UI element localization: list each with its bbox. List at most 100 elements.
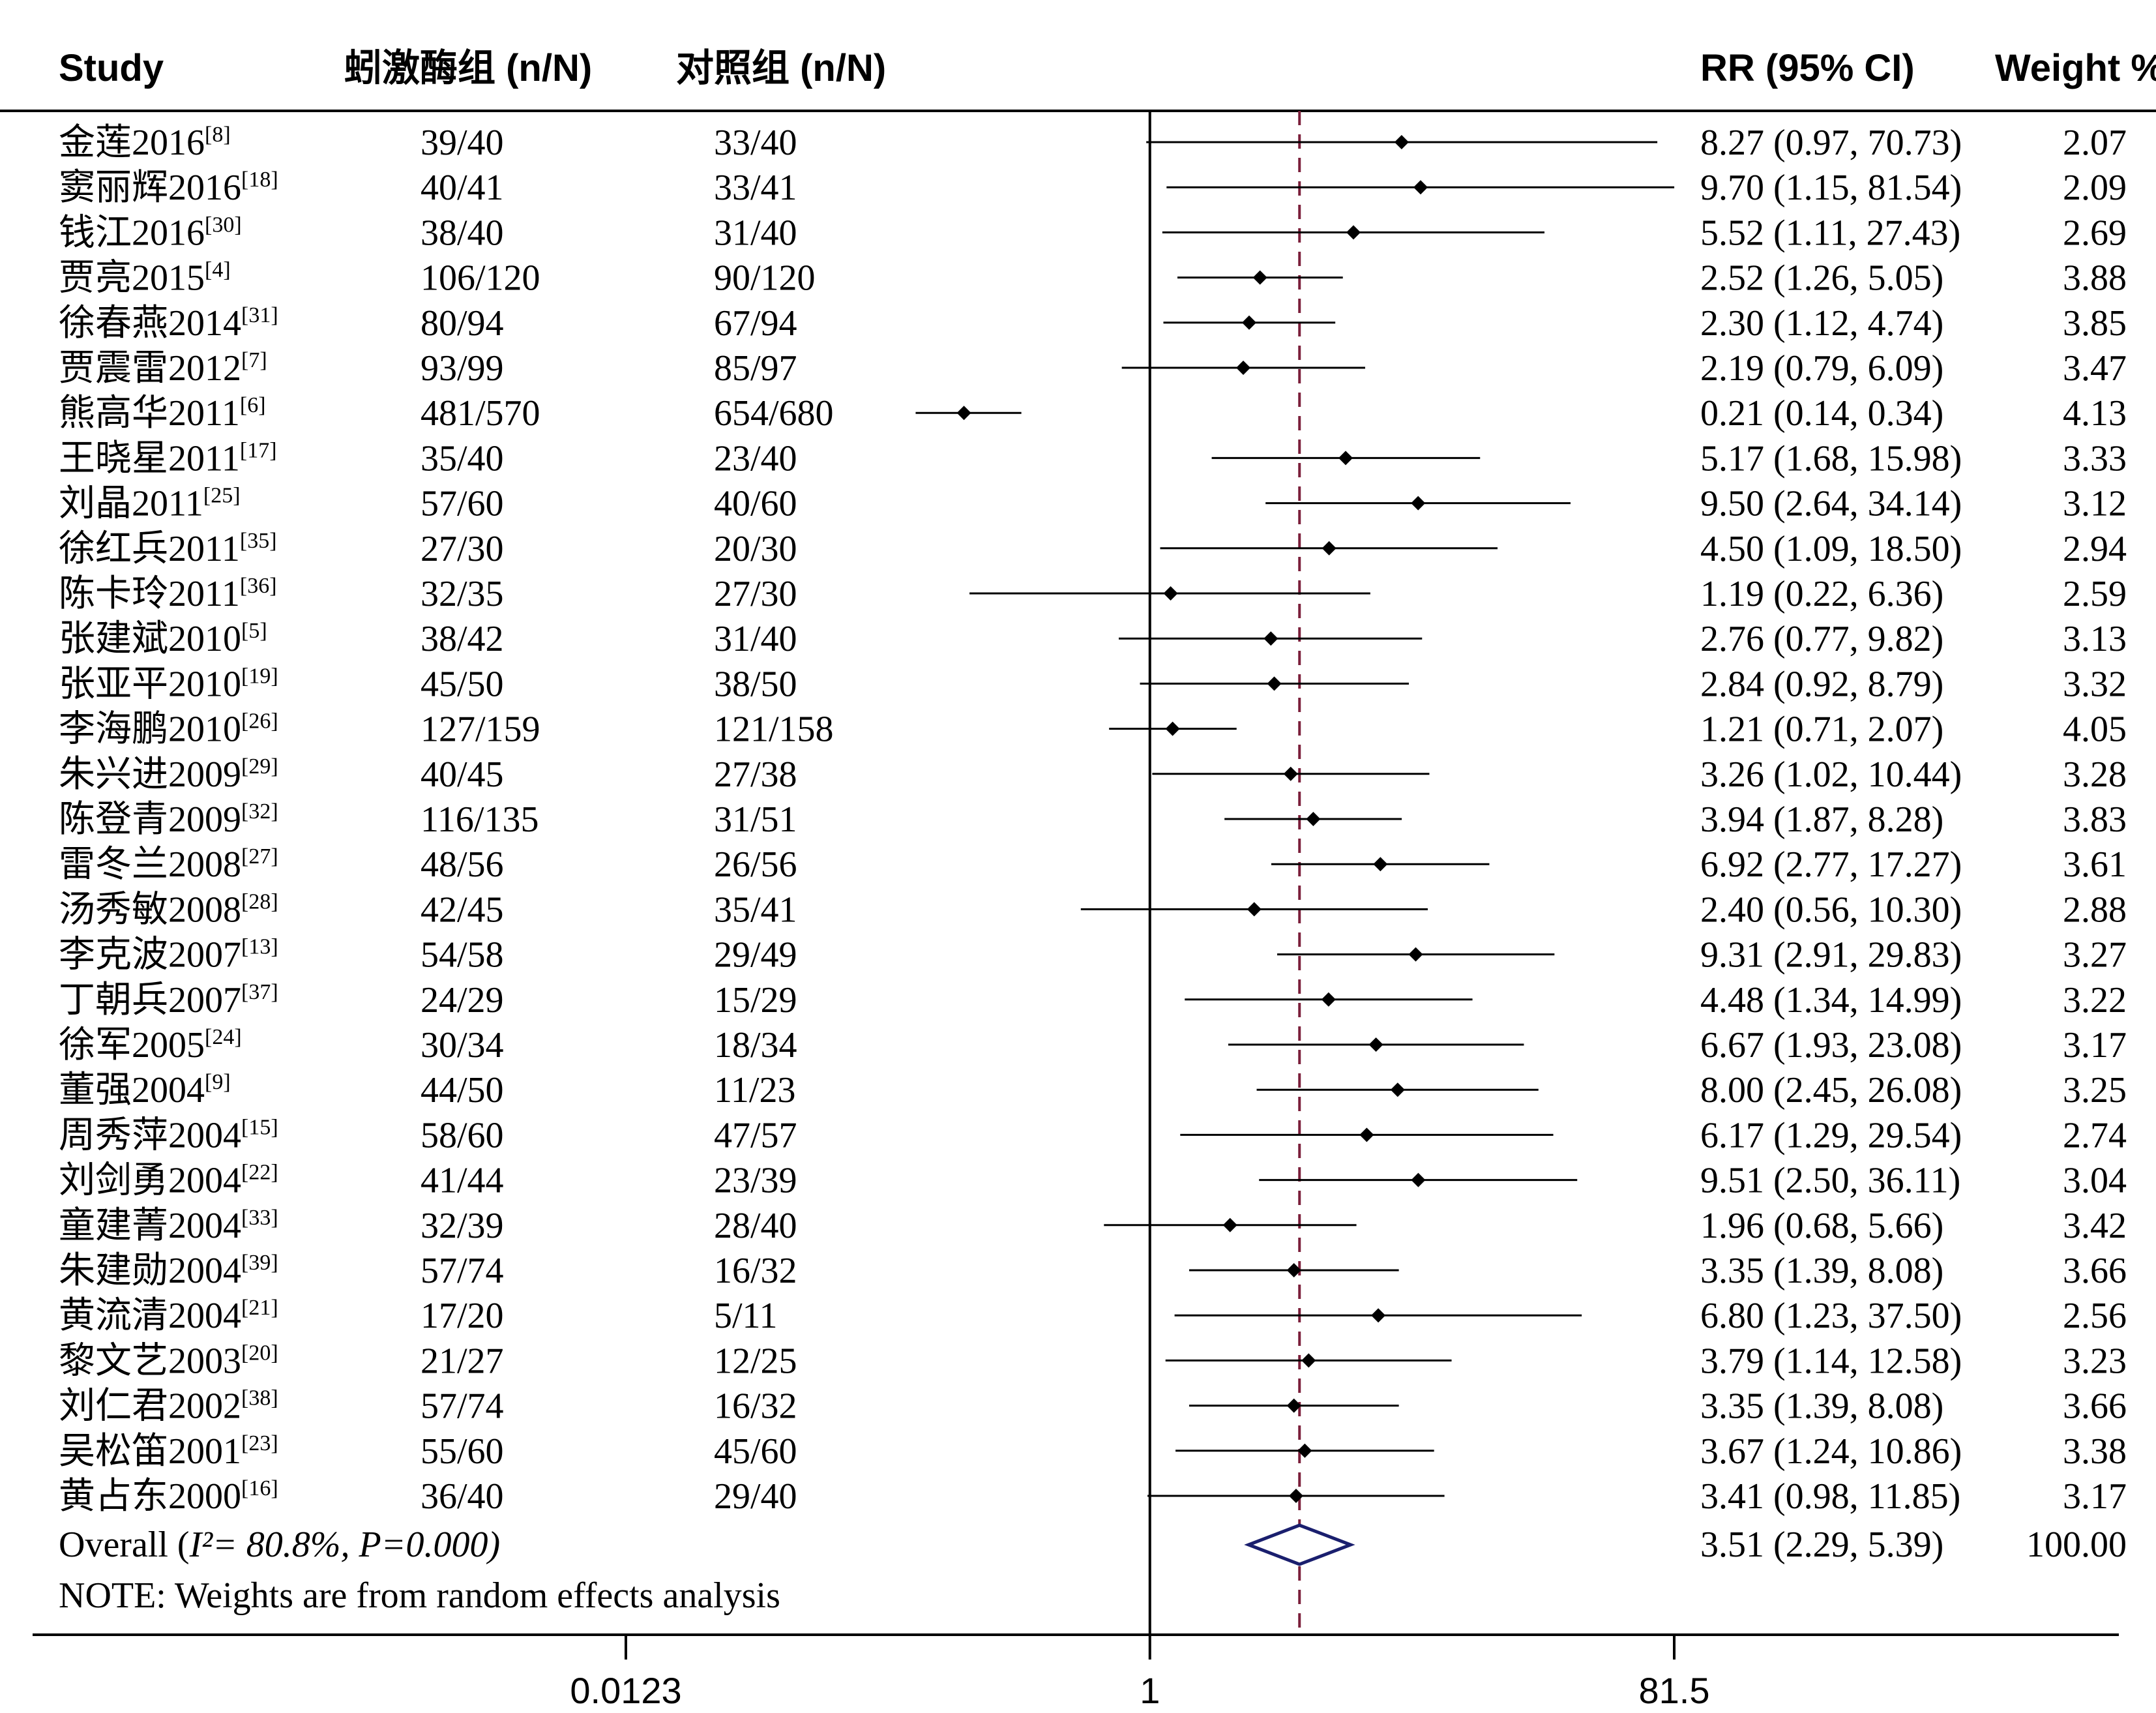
weight-value: 2.69 xyxy=(2063,213,2127,253)
citation-ref: [30] xyxy=(205,213,242,237)
point-estimate xyxy=(1263,631,1278,646)
point-estimate xyxy=(1286,1398,1301,1413)
exp-count: 57/60 xyxy=(421,484,504,524)
rr-ci-text: 4.50 (1.09, 18.50) xyxy=(1700,529,1962,569)
rr-ci-text: 3.35 (1.39, 8.08) xyxy=(1700,1386,1943,1427)
weight-value: 3.83 xyxy=(2063,799,2127,840)
citation-ref: [22] xyxy=(241,1161,278,1185)
study-name: 陈卡玲2011[36] xyxy=(59,574,277,614)
citation-ref: [28] xyxy=(241,889,278,914)
citation-ref: [9] xyxy=(205,1070,231,1094)
ctrl-count: 5/11 xyxy=(714,1296,777,1336)
study-name: 徐春燕2014[31] xyxy=(59,303,278,344)
study-name: 吴松笛2001[23] xyxy=(59,1431,278,1472)
point-estimate xyxy=(1283,766,1298,781)
study-name: 徐军2005[24] xyxy=(59,1025,242,1065)
point-estimate xyxy=(1297,1443,1312,1458)
weight-value: 3.61 xyxy=(2063,844,2127,885)
point-estimate xyxy=(1411,496,1426,511)
point-estimate xyxy=(1394,135,1409,149)
exp-count: 57/74 xyxy=(421,1251,504,1291)
study-name: 窦丽辉2016[18] xyxy=(59,168,278,208)
ctrl-count: 15/29 xyxy=(714,980,797,1020)
point-estimate xyxy=(1411,1172,1426,1187)
point-estimate xyxy=(1346,225,1361,240)
ctrl-count: 45/60 xyxy=(714,1431,797,1472)
weight-value: 3.42 xyxy=(2063,1206,2127,1246)
exp-count: 80/94 xyxy=(421,303,504,344)
point-estimate xyxy=(1359,1127,1374,1142)
rr-ci-text: 9.50 (2.64, 34.14) xyxy=(1700,484,1962,524)
study-name: 周秀萍2004[15] xyxy=(59,1115,278,1155)
rr-ci-text: 1.96 (0.68, 5.66) xyxy=(1700,1206,1943,1246)
exp-count: 55/60 xyxy=(421,1431,504,1472)
rr-ci-text: 6.80 (1.23, 37.50) xyxy=(1700,1296,1962,1336)
citation-ref: [7] xyxy=(241,348,267,372)
rr-ci-text: 8.27 (0.97, 70.73) xyxy=(1700,123,1962,163)
rr-ci-text: 3.67 (1.24, 10.86) xyxy=(1700,1431,1962,1472)
exp-count: 27/30 xyxy=(421,529,504,569)
citation-ref: [29] xyxy=(241,754,278,779)
exp-count: 38/40 xyxy=(421,213,504,253)
point-estimate xyxy=(1321,992,1336,1007)
point-estimate xyxy=(1163,586,1178,601)
exp-count: 24/29 xyxy=(421,980,504,1020)
exp-count: 32/39 xyxy=(421,1206,504,1246)
weight-value: 3.33 xyxy=(2063,438,2127,479)
rr-ci-text: 0.21 (0.14, 0.34) xyxy=(1700,393,1943,434)
weight-value: 3.17 xyxy=(2063,1476,2127,1517)
citation-ref: [35] xyxy=(240,529,277,553)
exp-count: 57/74 xyxy=(421,1386,504,1427)
point-estimate xyxy=(1408,947,1423,962)
study-name: 童建菁2004[33] xyxy=(59,1206,278,1246)
point-estimate xyxy=(1306,812,1321,826)
ctrl-count: 27/38 xyxy=(714,754,797,795)
study-name: 董强2004[9] xyxy=(59,1070,231,1110)
ctrl-count: 31/51 xyxy=(714,799,797,840)
rr-ci-text: 2.84 (0.92, 8.79) xyxy=(1700,664,1943,704)
weight-value: 3.28 xyxy=(2063,754,2127,795)
study-name: 刘剑勇2004[22] xyxy=(59,1161,278,1201)
exp-count: 32/35 xyxy=(421,574,504,614)
overall-label: Overall (I²= 80.8%, P=0.000) xyxy=(59,1525,500,1565)
rr-ci-text: 2.19 (0.79, 6.09) xyxy=(1700,348,1943,389)
citation-ref: [5] xyxy=(241,619,267,643)
citation-ref: [4] xyxy=(205,258,231,282)
study-name: 雷冬兰2008[27] xyxy=(59,844,278,885)
header-study: Study xyxy=(59,47,164,89)
exp-count: 116/135 xyxy=(421,799,539,840)
study-name: 熊高华2011[6] xyxy=(59,393,266,434)
point-estimate xyxy=(1390,1082,1405,1097)
ctrl-count: 23/40 xyxy=(714,438,797,479)
study-name: 朱建勋2004[39] xyxy=(59,1251,278,1291)
point-estimate xyxy=(956,406,971,421)
study-name: 徐红兵2011[35] xyxy=(59,529,277,569)
point-estimate xyxy=(1413,180,1428,195)
rr-ci-text: 2.52 (1.26, 5.05) xyxy=(1700,258,1943,299)
point-estimate xyxy=(1165,721,1180,736)
ctrl-count: 27/30 xyxy=(714,574,797,614)
study-name: 汤秀敏2008[28] xyxy=(59,889,278,930)
header-rr: RR (95% CI) xyxy=(1700,47,1915,89)
exp-count: 481/570 xyxy=(421,393,540,434)
ctrl-count: 29/49 xyxy=(714,935,797,976)
study-name: 李海鹏2010[26] xyxy=(59,709,278,750)
weight-value: 2.56 xyxy=(2063,1296,2127,1336)
ctrl-count: 47/57 xyxy=(714,1115,797,1155)
weight-value: 3.27 xyxy=(2063,935,2127,976)
citation-ref: [37] xyxy=(241,980,278,1004)
ctrl-count: 12/25 xyxy=(714,1341,797,1381)
weight-value: 2.94 xyxy=(2063,529,2127,569)
exp-count: 40/41 xyxy=(421,168,504,208)
point-estimate xyxy=(1247,902,1262,917)
citation-ref: [26] xyxy=(241,709,278,734)
rr-ci-text: 3.79 (1.14, 12.58) xyxy=(1700,1341,1962,1381)
rr-ci-text: 3.41 (0.98, 11.85) xyxy=(1700,1476,1960,1517)
exp-count: 17/20 xyxy=(421,1296,504,1336)
overall-weight: 100.00 xyxy=(2026,1525,2127,1565)
ctrl-count: 16/32 xyxy=(714,1386,797,1427)
weight-value: 2.74 xyxy=(2063,1115,2127,1155)
study-name: 张建斌2010[5] xyxy=(59,619,267,659)
weight-value: 3.25 xyxy=(2063,1070,2127,1110)
